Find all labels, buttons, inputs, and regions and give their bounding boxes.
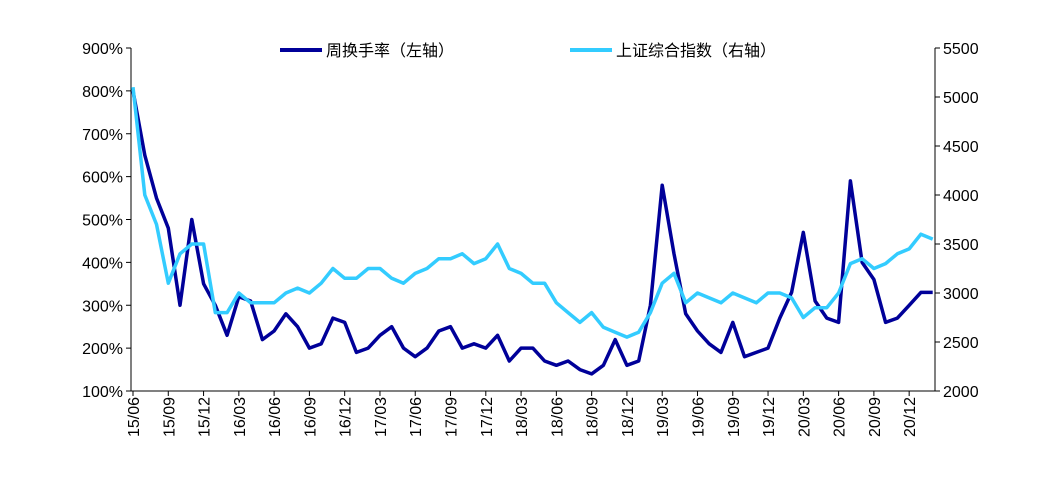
y2-tick-label: 2000 <box>943 384 979 401</box>
y-tick-label: 100% <box>82 384 123 401</box>
y-tick-label: 300% <box>82 298 123 315</box>
x-tick-label: 16/03 <box>232 397 249 437</box>
x-tick-label: 20/12 <box>902 397 919 437</box>
x-tick-label: 20/09 <box>867 397 884 437</box>
x-tick-label: 15/09 <box>161 397 178 437</box>
x-tick-label: 20/03 <box>796 397 813 437</box>
x-tick-label: 17/06 <box>408 397 425 437</box>
y-tick-label: 400% <box>82 255 123 272</box>
x-tick-label: 16/06 <box>267 397 284 437</box>
x-tick-label: 17/09 <box>444 397 461 437</box>
x-tick-label: 17/12 <box>479 397 496 437</box>
x-tick-label: 15/12 <box>197 397 214 437</box>
y2-tick-label: 3500 <box>943 237 979 254</box>
y-tick-label: 500% <box>82 213 123 230</box>
y-tick-label: 600% <box>82 170 123 187</box>
y2-tick-label: 5000 <box>943 90 979 107</box>
legend-label: 周换手率（左轴） <box>326 42 454 60</box>
x-tick-label: 16/12 <box>338 397 355 437</box>
y-tick-label: 900% <box>82 41 123 58</box>
x-tick-label: 17/03 <box>373 397 390 437</box>
x-tick-label: 18/12 <box>620 397 637 437</box>
legend-label: 上证综合指数（右轴） <box>616 42 776 60</box>
x-tick-label: 19/09 <box>726 397 743 437</box>
x-tick-label: 16/09 <box>302 397 319 437</box>
y-tick-label: 700% <box>82 127 123 144</box>
x-tick-label: 20/06 <box>832 397 849 437</box>
y-tick-label: 800% <box>82 84 123 101</box>
x-tick-label: 18/06 <box>549 397 566 437</box>
x-tick-label: 19/12 <box>761 397 778 437</box>
x-tick-label: 19/03 <box>655 397 672 437</box>
x-tick-label: 18/03 <box>514 397 531 437</box>
line-series <box>131 87 934 339</box>
y2-tick-label: 4000 <box>943 188 979 205</box>
y-tick-label: 200% <box>82 341 123 358</box>
y2-tick-label: 5500 <box>943 41 979 58</box>
x-tick-label: 19/06 <box>690 397 707 437</box>
y2-tick-label: 3000 <box>943 286 979 303</box>
line-series <box>131 90 933 376</box>
y2-tick-label: 2500 <box>943 335 979 352</box>
y2-tick-label: 4500 <box>943 139 979 156</box>
x-tick-label: 15/06 <box>126 397 143 437</box>
x-tick-label: 18/09 <box>585 397 602 437</box>
